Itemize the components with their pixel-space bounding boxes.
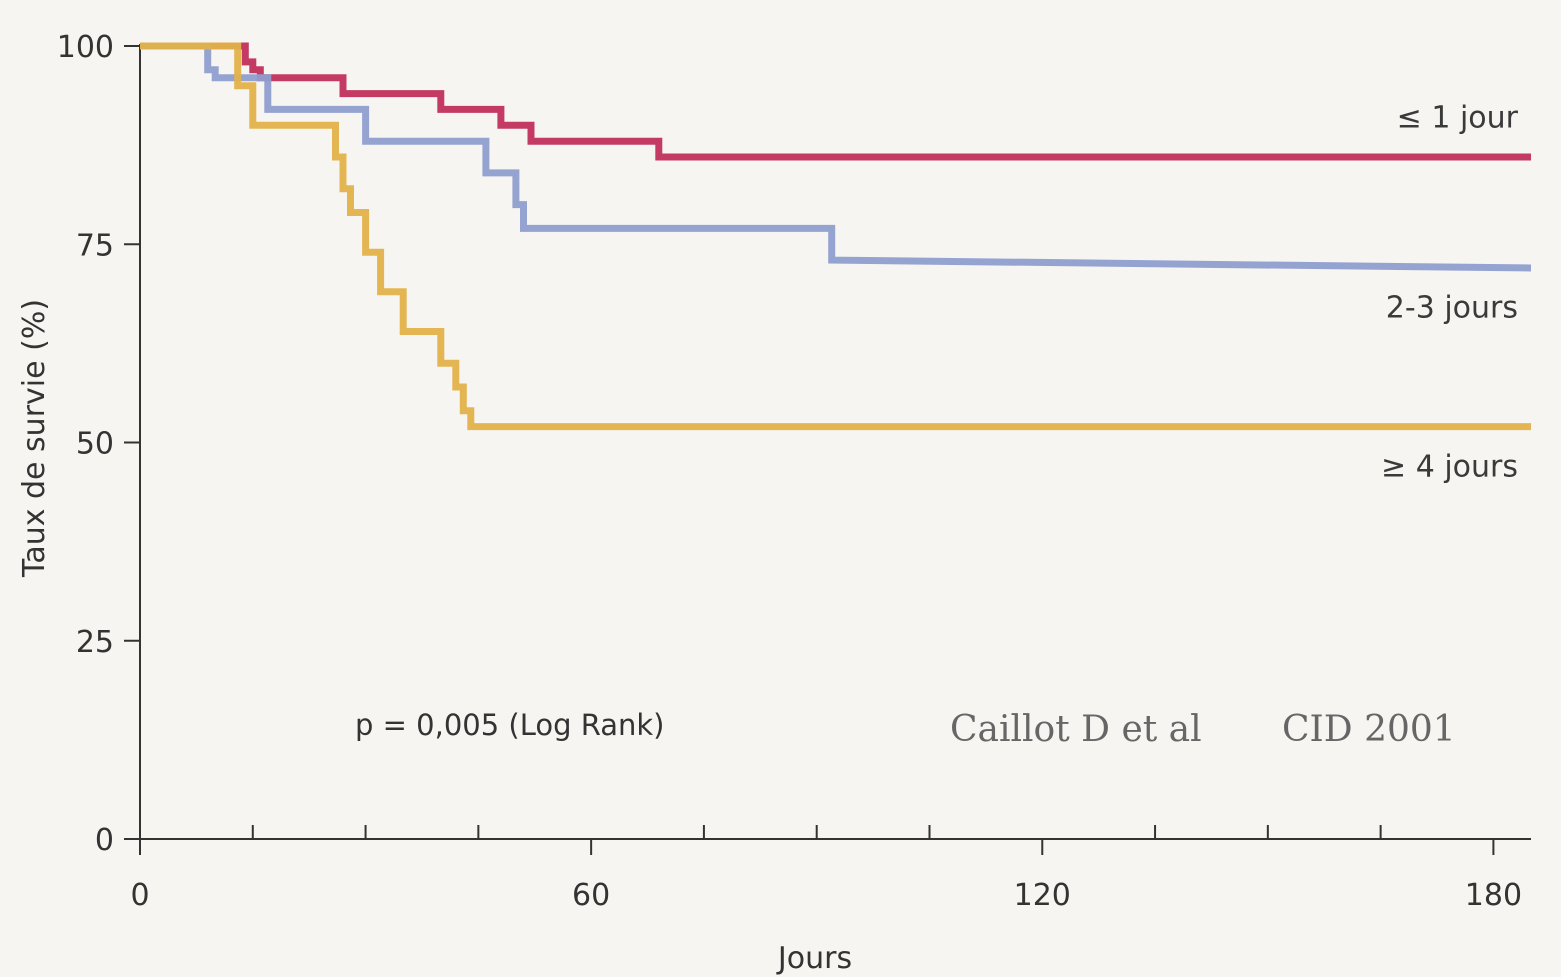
x-tick-label: 120 xyxy=(1014,878,1071,913)
series-label-3: ≥ 4 jours xyxy=(1381,449,1518,484)
y-ticks: 0 25 50 75 100 xyxy=(57,30,140,858)
citation-source: CID 2001 xyxy=(1282,709,1456,750)
y-tick-label: 0 xyxy=(95,823,114,858)
series-labels-group: ≤ 1 jour 2-3 jours ≥ 4 jours xyxy=(1381,100,1519,484)
y-tick-label: 50 xyxy=(76,427,114,462)
x-tick-label: 180 xyxy=(1465,878,1522,913)
series-group xyxy=(140,42,1532,431)
x-ticks: 0 60 120 180 xyxy=(130,825,1522,913)
citation-author: Caillot D et al xyxy=(950,709,1202,750)
series-line-3 xyxy=(140,42,1531,431)
x-axis-title: Jours xyxy=(776,941,852,976)
series-line-2 xyxy=(140,42,1532,272)
y-axis-title: Taux de survie (%) xyxy=(17,299,52,578)
y-tick-label: 100 xyxy=(57,30,114,65)
y-tick-label: 25 xyxy=(76,625,114,660)
axes-group: 0 25 50 75 100 0 60 120 180 xyxy=(57,30,1531,913)
series-line-1 xyxy=(140,42,1531,161)
p-value-annotation: p = 0,005 (Log Rank) xyxy=(355,708,664,742)
y-tick-label: 75 xyxy=(76,228,114,263)
x-tick-label: 60 xyxy=(572,878,610,913)
x-tick-label: 0 xyxy=(130,878,149,913)
series-label-1: ≤ 1 jour xyxy=(1397,100,1519,135)
series-label-2: 2-3 jours xyxy=(1386,291,1518,326)
